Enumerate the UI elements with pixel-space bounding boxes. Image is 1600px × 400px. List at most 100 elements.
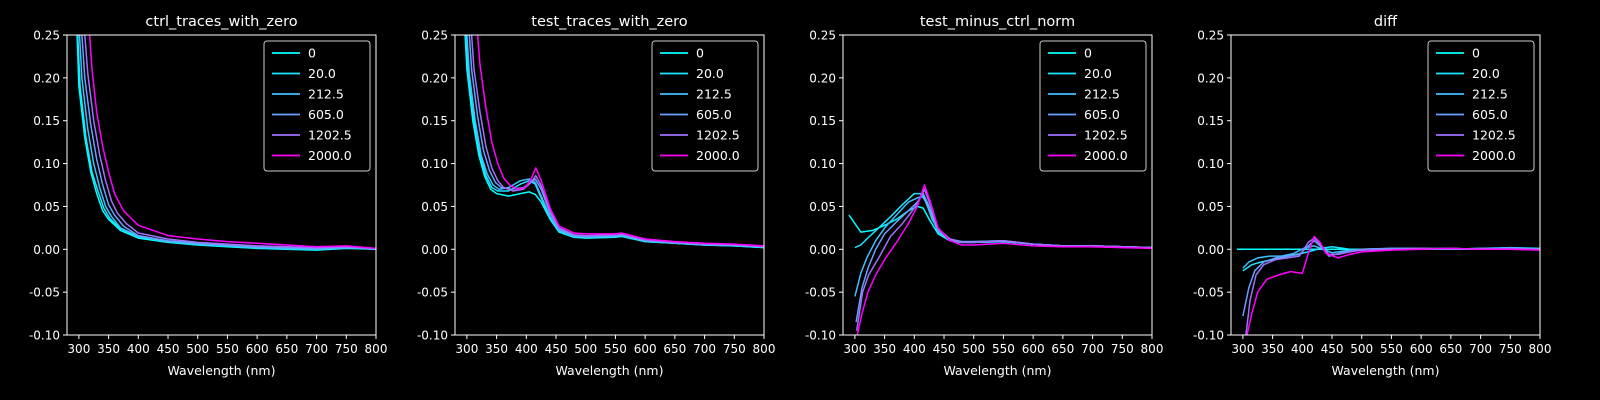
x-tick-label: 450: [545, 342, 568, 356]
legend-entry-label: 0: [696, 46, 704, 61]
legend-entry-label: 2000.0: [696, 148, 740, 163]
x-tick-label: 550: [604, 342, 627, 356]
series-group: [464, 35, 764, 249]
x-tick-label: 650: [663, 342, 686, 356]
axes-frame: [842, 34, 1153, 336]
y-tick-label: 0.25: [809, 29, 836, 43]
series-line-1202.5: [470, 35, 764, 248]
x-tick-label: 350: [97, 342, 120, 356]
x-axis-label: Wavelength (nm): [556, 363, 664, 378]
x-tick-label: 350: [485, 342, 508, 356]
series-line-2000.0: [476, 35, 764, 247]
chart-panel-4: diff 300 350 400 450 500 550 600 650 700 750 800 -0.…: [1193, 14, 1552, 378]
chart-title: test_traces_with_zero: [531, 14, 688, 30]
y-tick-label: 0.10: [1197, 157, 1224, 171]
legend-entry-label: 1202.5: [1472, 128, 1516, 143]
legend: 0 20.0 212.5 605.0 1202.5 2000.0: [1039, 40, 1147, 172]
y-tick-label: 0.05: [33, 200, 60, 214]
x-tick-label: 550: [1380, 342, 1403, 356]
series-line-2000.0: [88, 35, 376, 250]
x-tick-label: 400: [127, 342, 150, 356]
legend-entry-label: 2000.0: [1472, 148, 1516, 163]
y-tick-label: 0.10: [33, 157, 60, 171]
legend-entry-label: 1202.5: [696, 128, 740, 143]
x-tick-label: 800: [753, 342, 776, 356]
x-tick-label: 700: [1081, 342, 1104, 356]
x-tick-label: 700: [693, 342, 716, 356]
y-tick-label: -0.10: [29, 329, 60, 343]
series-line-0: [76, 35, 376, 251]
x-tick-label: 400: [903, 342, 926, 356]
y-tick-label: 0.10: [809, 157, 836, 171]
axes-frame: [66, 34, 377, 336]
series-group: [848, 184, 1152, 335]
y-tick-label: 0.00: [809, 243, 836, 257]
x-tick-label: 800: [365, 342, 388, 356]
x-tick-label: 400: [515, 342, 538, 356]
y-tick-label: -0.10: [1193, 329, 1224, 343]
x-axis-label: Wavelength (nm): [944, 363, 1052, 378]
y-tick-label: 0.20: [809, 71, 836, 85]
y-tick-label: 0.05: [809, 200, 836, 214]
x-tick-label: 600: [1410, 342, 1433, 356]
legend-entry-label: 212.5: [1472, 87, 1508, 102]
y-tick-label: 0.15: [1197, 114, 1224, 128]
x-tick-label: 500: [962, 342, 985, 356]
series-line-1202.5: [84, 35, 376, 250]
legend-entry-label: 212.5: [308, 87, 344, 102]
legend-entry-label: 20.0: [1472, 66, 1500, 81]
y-tick-label: 0.00: [421, 243, 448, 257]
x-tick-label: 300: [455, 342, 478, 356]
x-axis-label: Wavelength (nm): [1332, 363, 1440, 378]
legend-entry-label: 2000.0: [1084, 148, 1128, 163]
x-tick-label: 300: [1231, 342, 1254, 356]
x-tick-label: 550: [992, 342, 1015, 356]
legend: 0 20.0 212.5 605.0 1202.5 2000.0: [1427, 40, 1535, 172]
y-tick-label: 0.00: [33, 243, 60, 257]
x-tick-label: 750: [1111, 342, 1134, 356]
chart-title: diff: [1374, 14, 1398, 30]
x-tick-label: 450: [933, 342, 956, 356]
y-tick-label: 0.20: [421, 71, 448, 85]
legend-entry-label: 605.0: [696, 107, 732, 122]
x-tick-label: 800: [1141, 342, 1164, 356]
y-tick-label: 0.15: [33, 114, 60, 128]
chart-panel-3: test_minus_ctrl_norm 300 350 400 450 500 550 60…: [805, 14, 1164, 378]
x-tick-label: 750: [723, 342, 746, 356]
legend: 0 20.0 212.5 605.0 1202.5 2000.0: [263, 40, 371, 172]
x-tick-label: 750: [335, 342, 358, 356]
legend-entry-label: 0: [308, 46, 316, 61]
x-tick-label: 450: [157, 342, 180, 356]
chart-title: test_minus_ctrl_norm: [920, 14, 1075, 30]
legend-entry-label: 2000.0: [308, 148, 352, 163]
y-tick-label: 0.05: [421, 200, 448, 214]
x-tick-label: 600: [1022, 342, 1045, 356]
x-tick-label: 400: [1291, 342, 1314, 356]
y-tick-label: -0.10: [805, 329, 836, 343]
x-tick-label: 600: [246, 342, 269, 356]
x-tick-label: 500: [574, 342, 597, 356]
x-tick-label: 500: [1350, 342, 1373, 356]
y-tick-label: 0.15: [421, 114, 448, 128]
x-tick-label: 300: [843, 342, 866, 356]
axes-frame: [1230, 34, 1541, 336]
legend-entry-label: 20.0: [696, 66, 724, 81]
y-tick-label: 0.25: [1197, 29, 1224, 43]
y-tick-label: 0.00: [1197, 243, 1224, 257]
legend: 0 20.0 212.5 605.0 1202.5 2000.0: [651, 40, 759, 172]
y-tick-label: 0.05: [1197, 200, 1224, 214]
x-tick-label: 500: [186, 342, 209, 356]
y-tick-label: -0.10: [417, 329, 448, 343]
legend-entry-label: 605.0: [308, 107, 344, 122]
legend-entry-label: 1202.5: [308, 128, 352, 143]
x-tick-label: 700: [305, 342, 328, 356]
legend-entry-label: 605.0: [1084, 107, 1120, 122]
y-tick-label: -0.05: [417, 286, 448, 300]
x-tick-label: 450: [1321, 342, 1344, 356]
chart-panel-1: ctrl_traces_with_zero 300 350 400 450 500 550 6…: [29, 14, 388, 378]
y-tick-label: 0.20: [33, 71, 60, 85]
chart-panel-2: test_traces_with_zero 300 350 400 450 500 550 6…: [417, 14, 776, 378]
x-tick-label: 350: [1261, 342, 1284, 356]
x-tick-label: 750: [1499, 342, 1522, 356]
